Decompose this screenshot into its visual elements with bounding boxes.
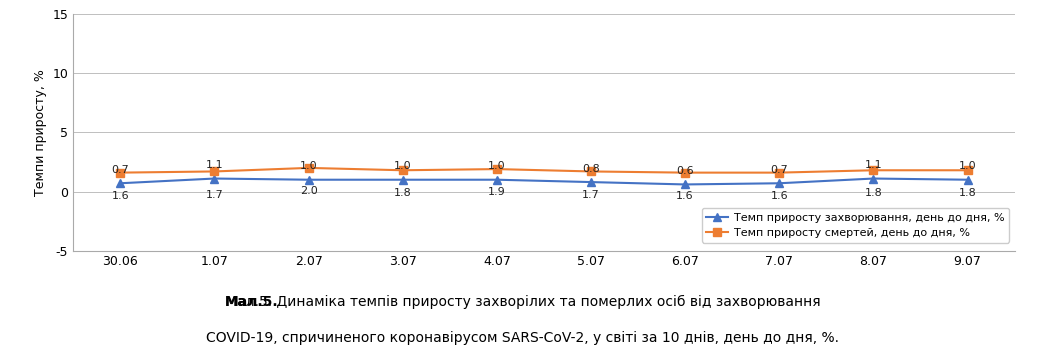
Text: 2.0: 2.0 (300, 186, 317, 196)
Text: Мал.5. Динаміка темпів приросту захворілих та померлих осіб від захворювання: Мал.5. Динаміка темпів приросту захворіл… (225, 295, 821, 309)
Text: Мал.5. Динаміка темпів приросту захворілих та померлих осіб від захворювання: Мал.5. Динаміка темпів приросту захворіл… (225, 295, 821, 309)
Y-axis label: Темпи приросту, %: Темпи приросту, % (33, 69, 47, 196)
Text: COVID-19, спричиненого коронавірусом SARS-CoV-2, у світі за 10 днів, день до дня: COVID-19, спричиненого коронавірусом SAR… (206, 331, 840, 345)
Text: 1.8: 1.8 (394, 188, 411, 198)
Text: Мал.5.: Мал.5. (225, 295, 279, 309)
Text: 1.0: 1.0 (394, 161, 411, 171)
Text: 1.0: 1.0 (959, 161, 976, 171)
Legend: Темп приросту захворювання, день до дня, %, Темп приросту смертей, день до дня, : Темп приросту захворювання, день до дня,… (702, 208, 1009, 243)
Text: 1.1: 1.1 (865, 160, 882, 170)
Text: 1.6: 1.6 (112, 191, 129, 201)
Text: 1.6: 1.6 (677, 191, 693, 201)
Text: 1.1: 1.1 (206, 160, 223, 170)
Text: 1.8: 1.8 (865, 188, 882, 198)
Text: 1.7: 1.7 (583, 189, 599, 199)
Text: 1.0: 1.0 (488, 161, 505, 171)
Text: 0.7: 0.7 (112, 165, 129, 175)
Text: 1.6: 1.6 (771, 191, 788, 201)
Text: 1.0: 1.0 (300, 161, 317, 171)
Text: Мал.5.: Мал.5. (0, 295, 53, 309)
Text: 1.9: 1.9 (488, 187, 505, 197)
Text: 1.7: 1.7 (206, 189, 223, 199)
Text: 0.7: 0.7 (771, 165, 788, 175)
Text: 0.6: 0.6 (677, 166, 693, 176)
Text: 0.8: 0.8 (583, 164, 599, 174)
Text: 1.8: 1.8 (959, 188, 976, 198)
